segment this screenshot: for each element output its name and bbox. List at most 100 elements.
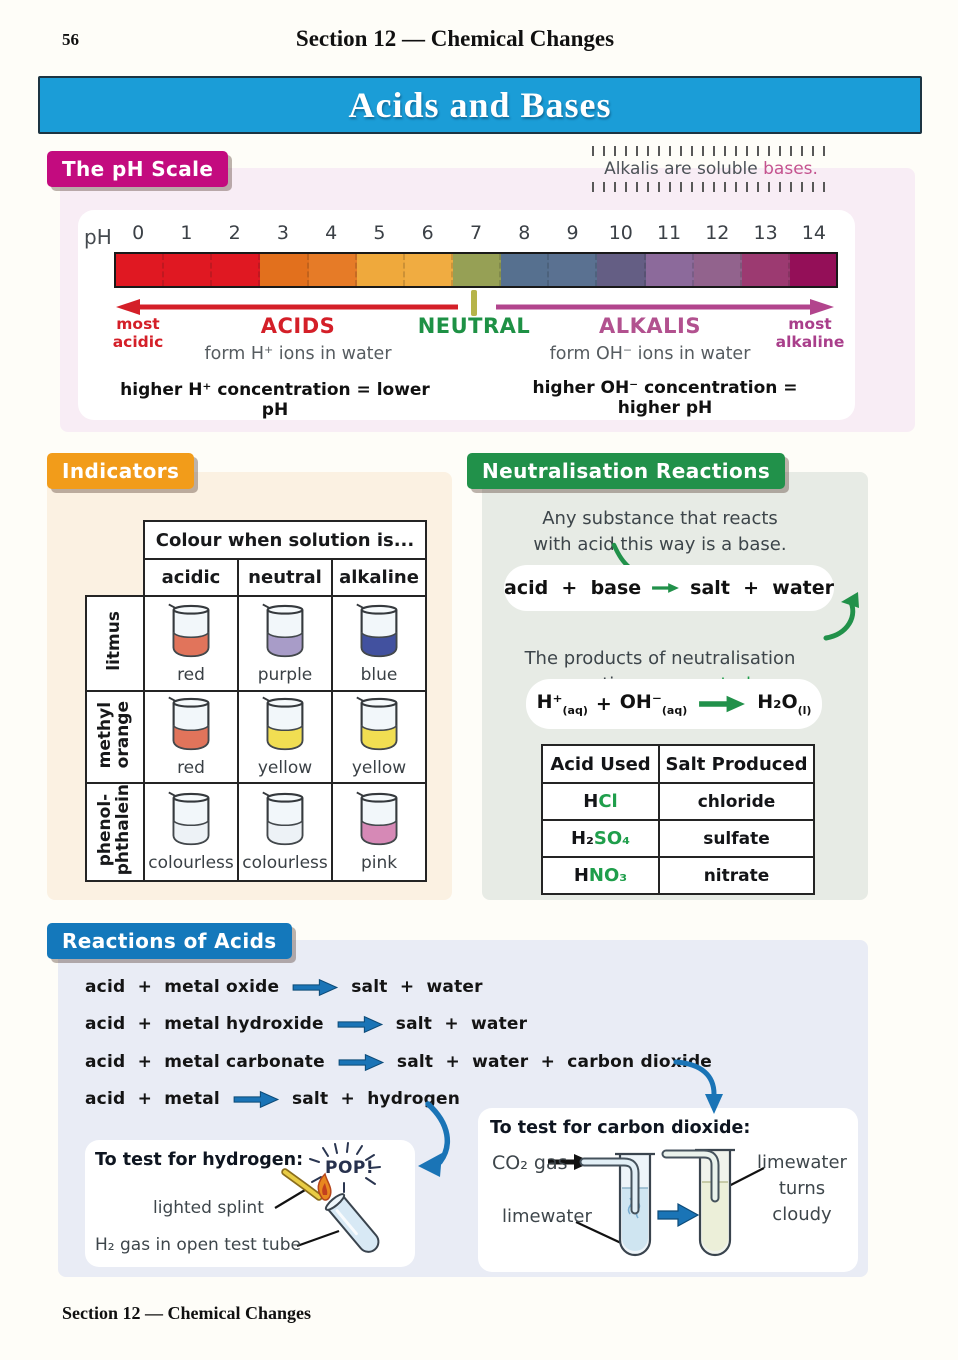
- acid-rule-text: higher H⁺ concentration = lower pH: [120, 380, 430, 420]
- indicators-heading: Indicators: [47, 453, 195, 489]
- colour-word: blue: [360, 664, 398, 685]
- note-text: Alkalis are soluble bases.: [604, 159, 818, 179]
- ph-segment: [645, 254, 694, 286]
- alkalis-sub-label: form OH⁻ ions in water: [549, 344, 751, 364]
- colour-word: yellow: [257, 758, 313, 778]
- acids-sub-label: form H⁺ ions in water: [204, 344, 392, 364]
- reaction-arrow-icon: [233, 1090, 280, 1108]
- row-label: litmus: [104, 611, 125, 671]
- ph-scale-heading: The pH Scale: [47, 151, 229, 187]
- beaker-icon: [168, 791, 210, 846]
- column-header-acidic: acidic: [143, 558, 239, 597]
- alkali-rule-text: higher OH⁻ concentration = higher pH: [532, 378, 798, 418]
- ph-tick-labels: 0 1 2 3 4 5 6 7 8 9 10 11 12 13 14: [132, 222, 826, 244]
- table-row-phenolphthalein: phenol- phthalein colourless colourless …: [85, 781, 428, 883]
- acid-base-equation: acid + base salt + water: [504, 565, 834, 611]
- reaction-equation: acid + metal salt + hydrogen: [85, 1089, 461, 1109]
- reaction-equation: acid + metal carbonate salt + water + ca…: [85, 1052, 713, 1072]
- table-corner: [86, 559, 144, 596]
- footer-section-title: Section 12 — Chemical Changes: [62, 1303, 311, 1323]
- column-header-alkaline: alkaline: [330, 558, 428, 597]
- neutralisation-heading: Neutralisation Reactions: [467, 453, 786, 489]
- acids-label: ACIDS: [260, 314, 336, 338]
- pop-label: POP!: [325, 1158, 375, 1178]
- oh-ion: OH⁻(aq): [619, 691, 688, 717]
- ph-segment: [693, 254, 742, 286]
- cloudy-tube-icon: [661, 1148, 735, 1257]
- beaker-icon: [168, 696, 210, 751]
- alkalis-label: ALKALIS: [599, 314, 701, 338]
- table-row-methyl-orange: methyl orange red yellow yellow: [85, 690, 428, 784]
- beaker-icon: [356, 696, 398, 751]
- colour-word: red: [177, 758, 205, 778]
- ph-segment: [741, 254, 790, 286]
- table-row: HNO₃ nitrate: [541, 856, 815, 895]
- reaction-equation: acid + metal hydroxide salt + water: [85, 1014, 528, 1034]
- co2-test-illustration: [548, 1148, 765, 1257]
- ph-colour-bar: [114, 252, 838, 288]
- beaker-icon: [262, 603, 304, 657]
- salt-table-header-salt: Salt Produced: [658, 744, 815, 784]
- hydrogen-test-illustration: [274, 1142, 381, 1253]
- ph-scale-card: pH 0 1 2 3 4 5 6 7 8 9 10 11 12 13 14 most acidic ACID…: [78, 210, 855, 420]
- neutralisation-intro: Any substance that reacts with acid this…: [533, 508, 787, 556]
- row-label: phenol- phthalein: [95, 784, 133, 876]
- colour-word: pink: [360, 853, 398, 874]
- indicator-cell: colourless: [143, 781, 239, 883]
- indicator-cell: red: [143, 595, 239, 692]
- reaction-arrow-icon: [652, 583, 680, 593]
- salt-table: Acid Used Salt Produced HCl chloride H₂S…: [541, 744, 815, 895]
- colour-word: red: [177, 664, 205, 685]
- most-acidic-label: most acidic: [112, 315, 164, 351]
- indicator-cell: colourless: [237, 781, 333, 883]
- acids-arrow-icon: [116, 299, 458, 315]
- test-tube-icon: [324, 1193, 380, 1253]
- ph-segment: [789, 254, 837, 286]
- ph-segment: [404, 254, 453, 286]
- ph-segment: [452, 254, 502, 286]
- row-label: methyl orange: [95, 700, 133, 769]
- ph-segment: [356, 254, 405, 286]
- table-corner: [86, 521, 144, 559]
- neutral-label: NEUTRAL: [417, 314, 531, 338]
- table-row: H₂SO₄ sulfate: [541, 819, 815, 858]
- lighted-splint-label: lighted splint: [153, 1198, 264, 1218]
- indicator-cell: purple: [237, 595, 333, 692]
- h-ion: H⁺(aq): [536, 691, 588, 717]
- reaction-arrow-icon: [657, 1202, 700, 1228]
- neutral-tick-icon: [471, 290, 477, 316]
- section-header: Section 12 — Chemical Changes: [295, 26, 615, 51]
- beaker-icon: [262, 791, 304, 846]
- alkalis-note: Alkalis are soluble bases.: [578, 146, 844, 192]
- ph-segment: [501, 254, 550, 286]
- ph-segment: [116, 254, 165, 286]
- ph-axis-label: pH: [84, 225, 112, 249]
- salt-table-header-acid: Acid Used: [541, 744, 660, 784]
- ionic-equation: H⁺(aq) + OH⁻(aq) H₂O(l): [526, 679, 822, 729]
- reaction-arrow-icon: [338, 1053, 385, 1071]
- co2-test-box: To test for carbon dioxide: CO₂ gas lime…: [478, 1108, 858, 1272]
- colour-word: purple: [257, 664, 313, 685]
- note-ticks-bottom: [592, 182, 830, 192]
- indicator-cell: yellow: [330, 690, 428, 784]
- limewater-tube-icon: [579, 1152, 655, 1257]
- reaction-arrow-icon: [337, 1015, 383, 1033]
- plus-sign: +: [595, 693, 612, 715]
- reaction-arrow-icon: [292, 978, 339, 996]
- alkalis-arrow-icon: [496, 299, 834, 315]
- hydrogen-test-box: To test for hydrogen: POP! lighted splin…: [85, 1140, 415, 1267]
- ph-segment: [164, 254, 213, 286]
- ph-segment: [597, 254, 646, 286]
- co2-curve-arrow-icon: [673, 1059, 723, 1114]
- page-number: 56: [62, 30, 79, 49]
- equation-rhs: salt + water: [690, 577, 834, 599]
- page-title: Acids and Bases: [348, 85, 612, 125]
- indicator-cell: yellow: [237, 690, 333, 784]
- beaker-icon: [356, 791, 398, 846]
- neutral-hook-arrow-icon: [823, 592, 859, 641]
- reactions-heading: Reactions of Acids: [47, 923, 292, 959]
- water-product: H₂O(l): [757, 691, 812, 717]
- title-banner: Acids and Bases: [38, 76, 922, 134]
- equation-lhs: acid + base: [504, 577, 642, 599]
